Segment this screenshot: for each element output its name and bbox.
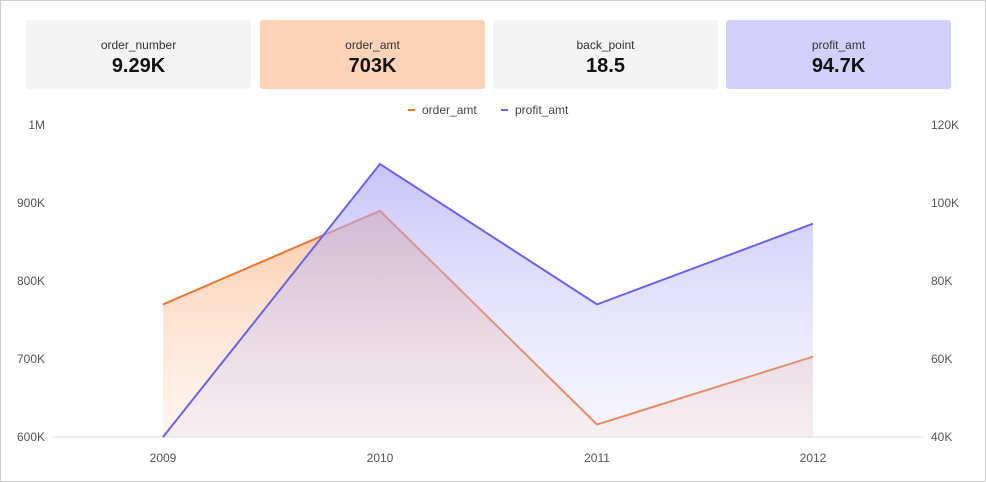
x-tick-label: 2011: [584, 451, 610, 465]
right-tick-label: 120K: [931, 118, 959, 132]
left-tick-label: 1M: [28, 118, 45, 132]
kpi-label: order_number: [100, 38, 177, 52]
point-profit-amt-2009[interactable]: [160, 434, 166, 440]
line-profit-amt[interactable]: [162, 162, 814, 438]
series-layer: [160, 161, 816, 440]
point-profit-amt-2012[interactable]: [810, 221, 816, 227]
kpi-value: 703K: [348, 55, 397, 77]
left-tick-label: 900K: [17, 196, 45, 210]
point-profit-amt-2011[interactable]: [594, 301, 600, 307]
point-profit-amt-2010[interactable]: [377, 161, 383, 167]
kpi-label: profit_amt: [811, 38, 866, 52]
kpi-value: 94.7K: [811, 55, 866, 77]
right-axis: 40K 60K 80K 100K 120K: [931, 118, 959, 444]
right-tick-label: 100K: [931, 196, 959, 210]
area-profit-amt: [163, 164, 813, 437]
left-tick-label: 700K: [17, 352, 45, 366]
x-tick-label: 2012: [800, 451, 827, 465]
left-tick-label: 600K: [17, 430, 45, 444]
x-tick-label: 2009: [150, 451, 177, 465]
right-tick-label: 80K: [931, 274, 952, 288]
kpi-value: 18.5: [586, 55, 625, 77]
kpi-card-order-amt[interactable]: order_amt 703K: [260, 20, 485, 89]
x-axis: 2009 2010 2011 2012: [150, 451, 827, 465]
legend: order_amt profit_amt: [408, 103, 569, 117]
right-tick-label: 40K: [931, 430, 952, 444]
x-tick-label: 2010: [367, 451, 394, 465]
right-tick-label: 60K: [931, 352, 952, 366]
kpi-label: order_amt: [345, 38, 400, 52]
kpi-label: back_point: [576, 38, 635, 52]
kpi-card-back-point[interactable]: back_point 18.5: [493, 20, 718, 89]
point-order-amt-2009[interactable]: [160, 301, 166, 307]
kpi-value: 9.29K: [111, 55, 166, 77]
legend-label-profit-amt[interactable]: profit_amt: [515, 103, 569, 117]
kpi-card-profit-amt[interactable]: profit_amt 94.7K: [726, 20, 951, 89]
left-tick-label: 800K: [17, 274, 45, 288]
kpi-card-order-number[interactable]: order_number 9.29K: [26, 20, 251, 89]
left-axis: 600K 700K 800K 900K 1M: [17, 118, 45, 444]
legend-label-order-amt[interactable]: order_amt: [422, 103, 477, 117]
